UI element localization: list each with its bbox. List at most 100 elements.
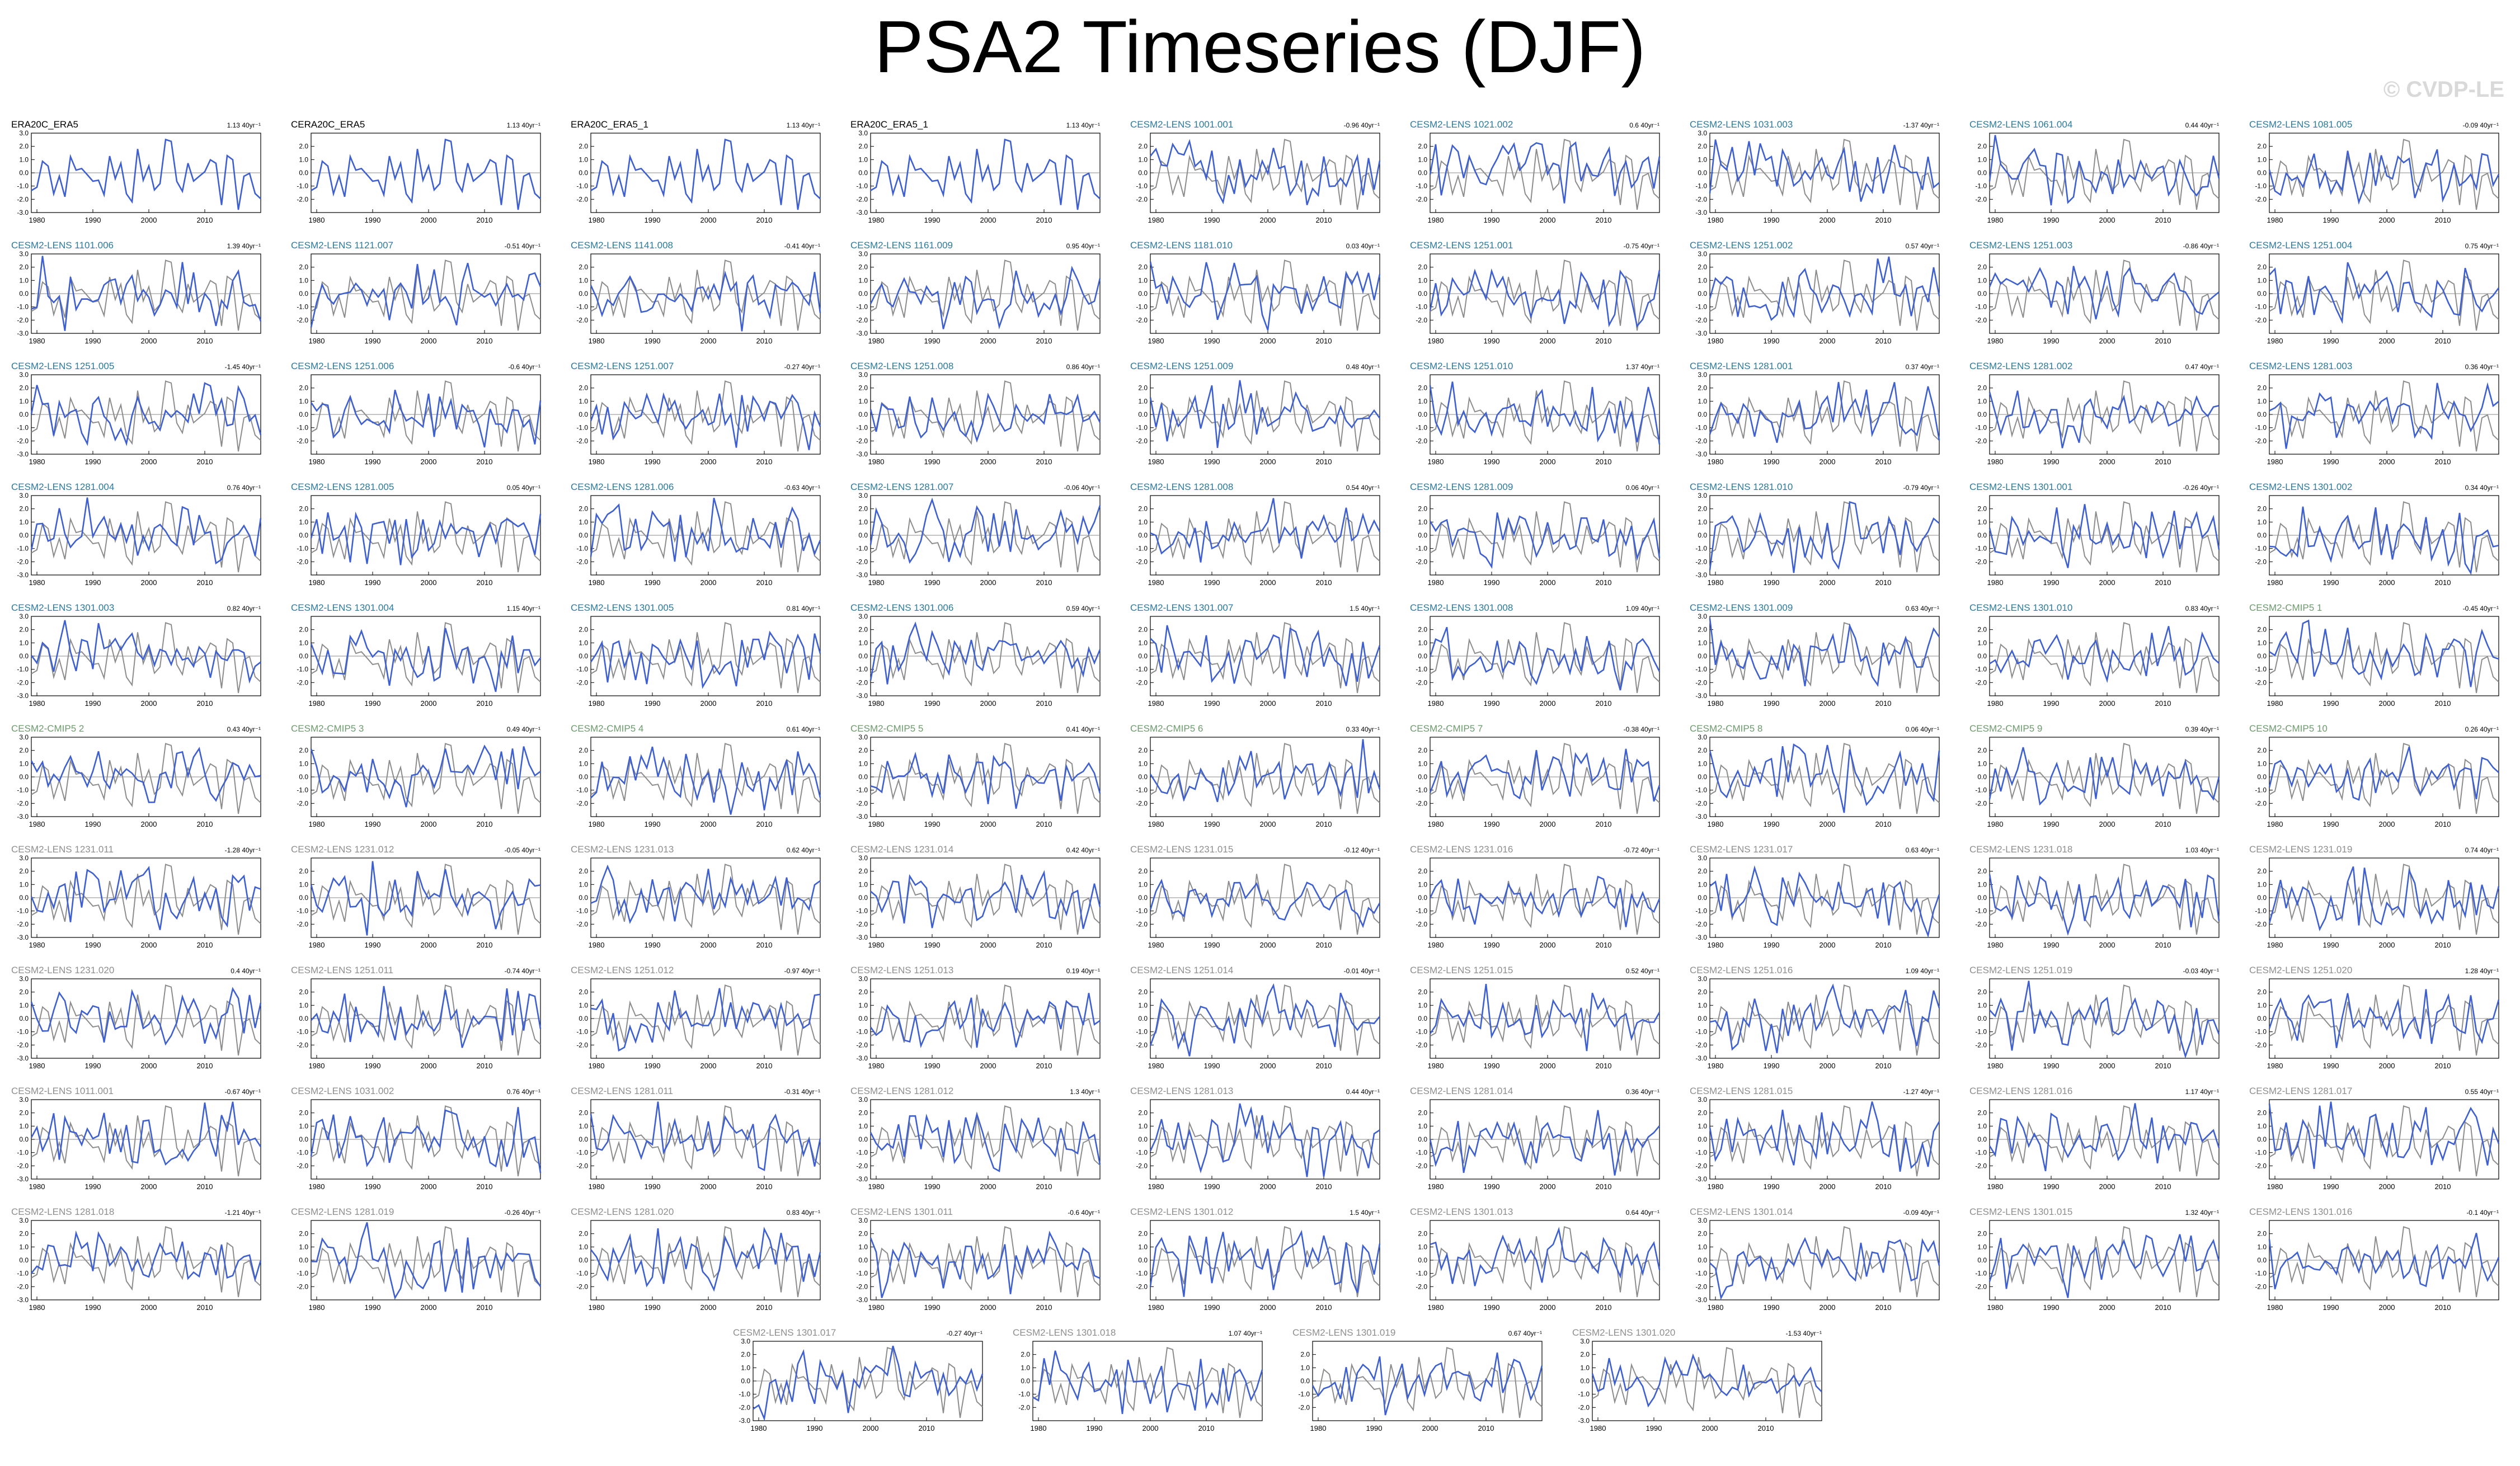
panel-trend-label: -1.53 40yr⁻¹	[1786, 1330, 1822, 1337]
panel-trend-label: -1.27 40yr⁻¹	[1903, 1088, 1939, 1096]
panel-title: CESM2-LENS 1231.014	[850, 844, 953, 855]
panel-trend-label: 0.44 40yr⁻¹	[2185, 121, 2219, 129]
x-tick-label: 2000	[2379, 941, 2395, 949]
panel-title: CESM2-LENS 1281.007	[850, 482, 953, 492]
x-tick-label: 1990	[85, 941, 101, 949]
panel-title: CESM2-LENS 1251.012	[571, 965, 674, 975]
y-tick-label: 1.0	[1138, 518, 1148, 526]
x-tick-label: 1990	[2043, 699, 2060, 708]
y-tick-label: 1.0	[1138, 155, 1148, 163]
x-tick-label: 1990	[645, 337, 661, 345]
y-tick-label: -2.0	[17, 799, 29, 807]
observation-series-line	[1430, 984, 1660, 1056]
model-series-line	[1429, 626, 1661, 691]
panel-title: CESM2-LENS 1251.002	[1690, 240, 1793, 251]
x-tick-label: 1990	[2043, 1062, 2060, 1070]
x-tick-label: 2010	[1596, 1062, 1612, 1070]
x-tick-label: 1990	[365, 458, 381, 466]
y-tick-label: -3.0	[856, 1054, 868, 1062]
x-tick-label: 2000	[1820, 337, 1836, 345]
y-tick-label: 3.0	[1698, 975, 1707, 983]
panel-title: CESM2-LENS 1281.017	[2249, 1086, 2352, 1096]
timeseries-panel: CESM2-LENS 1231.020 0.4 40yr⁻¹ -3.0 -2.0 -1.…	[11, 965, 262, 1070]
timeseries-panel: CESM2-LENS 1301.020 -1.53 40yr⁻¹ -3.0 -2.0 -…	[1572, 1327, 1822, 1432]
observation-series-line	[1430, 139, 1660, 210]
y-tick-label: 0.0	[1698, 1135, 1707, 1143]
observation-series-line	[311, 380, 541, 452]
y-tick-label: 0.0	[1580, 1377, 1590, 1385]
x-tick-label: 1980	[1428, 1182, 1444, 1191]
x-tick-label: 2000	[2099, 1182, 2115, 1191]
x-tick-label: 2000	[1260, 820, 1276, 828]
y-tick-label: 1.0	[1418, 639, 1427, 647]
timeseries-panel: CESM2-LENS 1251.001 -0.75 40yr⁻¹ -2.0 -1.0 0…	[1410, 240, 1661, 345]
y-tick-label: 1.0	[858, 155, 868, 163]
y-tick-label: -1.0	[17, 666, 29, 673]
observation-series-line	[1989, 743, 2220, 814]
timeseries-panel: CESM2-LENS 1281.002 0.47 40yr⁻¹ -2.0 -1.0 0.…	[1969, 361, 2220, 466]
x-tick-label: 1980	[868, 1303, 885, 1312]
y-tick-label: 2.0	[2257, 626, 2267, 634]
observation-series-line	[1430, 501, 1660, 573]
panel-trend-label: 0.49 40yr⁻¹	[507, 725, 540, 733]
y-tick-label: 0.0	[1418, 531, 1427, 539]
x-tick-label: 1980	[868, 216, 885, 224]
model-series-line	[870, 138, 1101, 210]
model-series-line	[310, 262, 542, 328]
panel-title: CESM2-LENS 1301.006	[850, 602, 953, 613]
y-tick-label: 0.0	[1698, 652, 1707, 660]
y-tick-label: -1.0	[1975, 545, 1987, 553]
y-tick-label: 1.0	[1977, 276, 1987, 284]
observation-series-line	[870, 1226, 1101, 1298]
y-tick-label: 2.0	[1418, 384, 1427, 392]
y-tick-label: -1.0	[1975, 303, 1987, 311]
y-tick-label: 3.0	[1698, 612, 1707, 620]
x-tick-label: 1990	[1764, 699, 1780, 708]
y-tick-label: -3.0	[856, 1296, 868, 1304]
panel-title: CESM2-CMIP5 6	[1130, 723, 1203, 734]
x-tick-label: 2010	[1036, 1303, 1052, 1312]
y-tick-label: 0.0	[1977, 894, 1987, 902]
y-tick-label: 1.0	[741, 1364, 750, 1371]
x-tick-label: 2010	[1036, 820, 1052, 828]
x-tick-label: 1980	[1987, 337, 2004, 345]
x-tick-label: 2010	[1875, 458, 1892, 466]
panel-title: CESM2-LENS 1301.003	[11, 602, 114, 613]
y-tick-label: -2.0	[1695, 195, 1707, 203]
observation-series-line	[2269, 984, 2499, 1056]
y-tick-label: -1.0	[856, 1270, 868, 1278]
observation-series-line	[1989, 984, 2220, 1056]
x-tick-label: 2000	[980, 1062, 996, 1070]
observation-series-line	[1150, 501, 1380, 573]
panel-title: CESM2-LENS 1251.016	[1690, 965, 1793, 975]
model-series-line	[1311, 1352, 1543, 1416]
y-tick-label: -3.0	[17, 934, 29, 941]
y-tick-label: 3.0	[858, 1096, 868, 1104]
y-tick-label: -1.0	[17, 1270, 29, 1278]
x-tick-label: 2000	[2379, 1303, 2395, 1312]
x-tick-label: 2010	[1316, 458, 1332, 466]
y-tick-label: 0.0	[1698, 773, 1707, 781]
y-tick-label: 3.0	[858, 733, 868, 741]
x-tick-label: 2010	[197, 1062, 213, 1070]
y-tick-label: 3.0	[19, 1217, 29, 1224]
x-tick-label: 2000	[1540, 216, 1556, 224]
observation-series-line	[590, 380, 821, 452]
x-tick-label: 2000	[980, 578, 996, 587]
y-tick-label: 1.0	[1698, 639, 1707, 647]
y-tick-label: -3.0	[17, 209, 29, 216]
panel-trend-label: -0.63 40yr⁻¹	[784, 484, 820, 492]
y-tick-label: -1.0	[576, 1270, 588, 1278]
x-tick-label: 2010	[1036, 1062, 1052, 1070]
panel-title: CESM2-LENS 1281.005	[291, 482, 394, 492]
model-series-line	[1150, 498, 1381, 563]
x-tick-label: 1980	[868, 578, 885, 587]
y-tick-label: 0.0	[1138, 652, 1148, 660]
y-tick-label: -2.0	[1298, 1403, 1310, 1411]
y-tick-label: 1.0	[1138, 276, 1148, 284]
model-series-line	[1591, 1353, 1822, 1408]
y-tick-label: -2.0	[1416, 558, 1427, 565]
x-tick-label: 2010	[2435, 820, 2451, 828]
x-tick-label: 2000	[700, 1182, 717, 1191]
y-tick-label: 0.0	[2257, 531, 2267, 539]
